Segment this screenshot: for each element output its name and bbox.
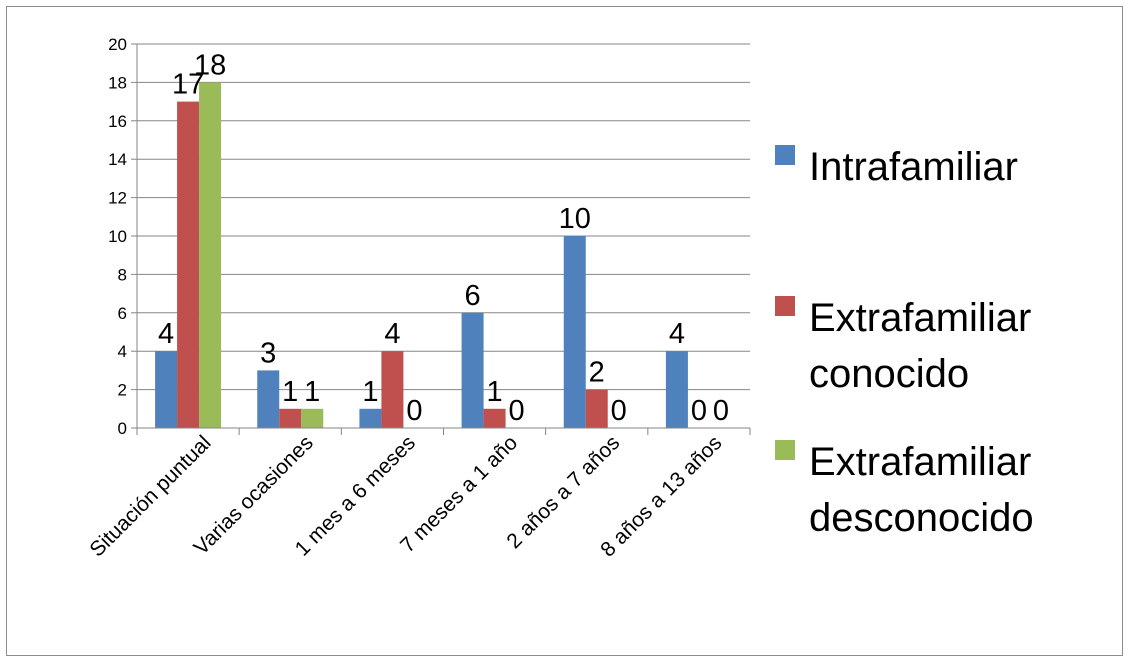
y-tick-label: 14 [108, 150, 127, 169]
data-label: 3 [260, 337, 276, 369]
bar-1-4 [585, 389, 608, 428]
data-label: 17 [172, 69, 204, 101]
legend-label: conocido [809, 352, 969, 396]
legend-swatch [775, 440, 795, 460]
data-label: 1 [487, 376, 503, 408]
bar-0-2 [359, 408, 382, 428]
y-tick-label: 6 [118, 304, 127, 323]
y-tick-label: 0 [118, 419, 127, 438]
data-label: 0 [406, 395, 422, 427]
legend-label: Intrafamiliar [809, 145, 1018, 189]
data-label: 1 [304, 376, 320, 408]
bar-2-0 [199, 82, 222, 429]
bar-0-3 [461, 312, 484, 428]
data-label: 0 [713, 395, 729, 427]
legend-label: Extrafamiliar [809, 296, 1031, 340]
bar-1-2 [381, 351, 404, 428]
data-label: 4 [669, 318, 685, 350]
y-tick-label: 10 [108, 227, 127, 246]
bar-1-3 [483, 408, 506, 428]
bar-1-1 [279, 408, 302, 428]
y-tick-label: 8 [118, 265, 127, 284]
data-label: 0 [611, 395, 627, 427]
data-label: 1 [282, 376, 298, 408]
bar-1-0 [177, 101, 200, 428]
y-tick-label: 20 [108, 35, 127, 54]
data-label: 10 [559, 203, 591, 235]
bar-2-1 [301, 408, 324, 428]
data-label: 4 [158, 318, 174, 350]
bar-0-4 [563, 236, 586, 428]
legend-swatch [775, 145, 795, 165]
legend-swatch [775, 296, 795, 316]
data-label: 6 [465, 280, 481, 312]
y-tick-label: 2 [118, 381, 127, 400]
bar-0-0 [155, 351, 178, 428]
legend-label: Extrafamiliar [809, 440, 1031, 484]
data-label: 18 [194, 49, 226, 81]
data-label: 4 [384, 318, 400, 350]
data-label: 0 [691, 395, 707, 427]
y-tick-label: 16 [108, 112, 127, 131]
data-label: 1 [362, 376, 378, 408]
data-label: 0 [509, 395, 525, 427]
y-tick-label: 12 [108, 189, 127, 208]
bar-0-1 [257, 370, 280, 428]
y-tick-label: 18 [108, 73, 127, 92]
bar-0-5 [665, 351, 688, 428]
legend-label: desconocido [809, 496, 1034, 540]
data-label: 2 [589, 357, 605, 389]
y-tick-label: 4 [118, 342, 127, 361]
